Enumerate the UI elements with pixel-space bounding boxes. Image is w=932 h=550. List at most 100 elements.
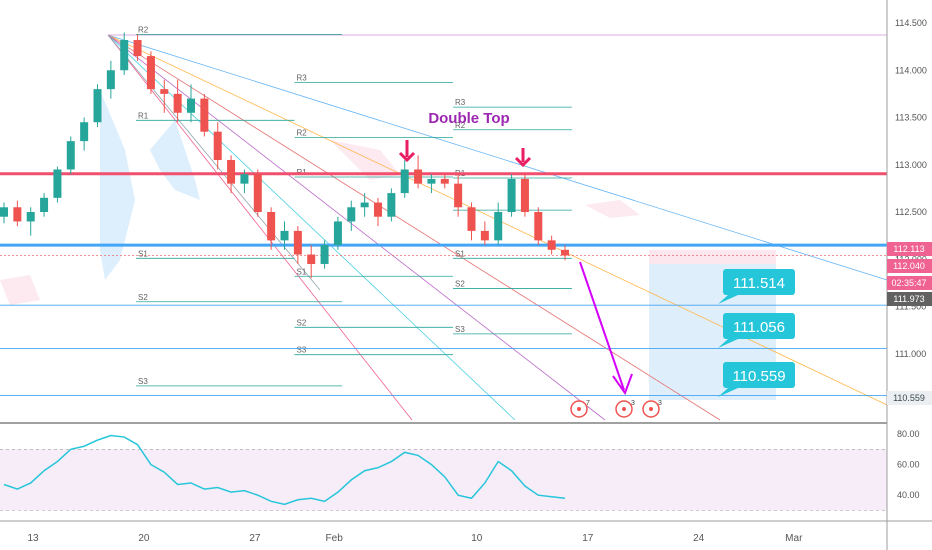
target-callout-value: 111.056 xyxy=(733,319,785,336)
candle-body xyxy=(133,40,142,57)
pivot-label: R1 xyxy=(138,111,149,120)
target-callout-value: 111.514 xyxy=(733,275,785,292)
pivot-label: R2 xyxy=(297,128,308,137)
candle-body xyxy=(13,207,22,222)
cloud-area-pink xyxy=(330,140,400,180)
price-tick-label: 113.500 xyxy=(895,113,927,123)
candle-body xyxy=(440,178,449,184)
candle-body xyxy=(400,169,409,194)
stop-zone xyxy=(649,250,776,264)
cloud-area-blue xyxy=(100,90,135,280)
price-tick-label: 113.000 xyxy=(895,160,927,170)
target-callout-value: 110.559 xyxy=(732,368,785,385)
rsi-tick-label: 40.00 xyxy=(897,490,920,500)
pivot-label: S2 xyxy=(455,280,465,289)
price-tick-label: 111.500 xyxy=(895,302,926,312)
event-count: 3 xyxy=(658,400,662,407)
candle-body xyxy=(187,98,195,113)
price-label-box xyxy=(887,391,932,405)
price-label-text: 110.559 xyxy=(893,393,925,403)
candle-body xyxy=(507,178,516,212)
time-tick-label: 10 xyxy=(471,533,483,544)
candle-body xyxy=(320,245,329,264)
event-count: 7 xyxy=(586,400,590,407)
time-tick-label: 24 xyxy=(693,533,705,544)
fan-line xyxy=(107,34,606,421)
candle-body xyxy=(387,193,396,217)
rsi-band xyxy=(0,449,887,511)
candle-body xyxy=(494,212,503,241)
rsi-tick-label: 60.00 xyxy=(897,460,920,470)
candle-body xyxy=(227,160,236,184)
candle-body xyxy=(547,240,556,250)
rsi-line xyxy=(3,434,566,506)
cloud-area-blue xyxy=(150,120,200,200)
candle-body xyxy=(213,131,222,161)
price-tick-label: 114.500 xyxy=(895,18,927,28)
candle-body xyxy=(146,56,155,90)
pivot-label: S3 xyxy=(297,346,307,355)
candle-body xyxy=(307,254,316,264)
pivot-label: R3 xyxy=(455,98,466,107)
candle-body xyxy=(40,197,49,212)
candle-body xyxy=(427,178,436,184)
candle-body xyxy=(240,174,249,184)
price-label-box xyxy=(887,292,932,306)
price-label-text: 112.113 xyxy=(893,244,924,254)
event-marker-dot xyxy=(577,407,581,411)
projection-arrow xyxy=(579,261,625,391)
event-count: 3 xyxy=(631,400,635,407)
fan-line xyxy=(107,34,721,421)
pivot-label: S1 xyxy=(455,249,465,258)
candle-body xyxy=(0,207,8,217)
time-tick-label: 27 xyxy=(249,533,261,544)
candle-body xyxy=(293,230,302,255)
price-label-text: 02:35:47 xyxy=(891,278,926,288)
pivot-label: S1 xyxy=(138,249,148,258)
time-tick-label: 17 xyxy=(582,533,594,544)
double-top-label: Double Top xyxy=(428,110,509,127)
rsi-pane xyxy=(0,434,887,511)
pivot-label: S1 xyxy=(297,267,307,276)
time-tick-label: 13 xyxy=(27,533,39,544)
price-label-box xyxy=(887,242,932,256)
pivot-label: S3 xyxy=(455,325,465,334)
candle-body xyxy=(520,178,529,212)
pivot-label: R2 xyxy=(455,121,466,130)
pivot-label: R3 xyxy=(297,74,308,83)
fan-line xyxy=(107,34,888,281)
target-callout xyxy=(723,269,795,295)
price-label-text: 111.973 xyxy=(893,294,924,304)
event-marker-dot xyxy=(622,407,626,411)
candle-body xyxy=(347,207,356,222)
candle-body xyxy=(267,212,276,241)
candle-body xyxy=(160,89,169,94)
candle-body xyxy=(561,249,569,256)
price-tick-label: 111.000 xyxy=(895,349,926,359)
target-callout xyxy=(723,313,795,339)
target-callout xyxy=(723,362,795,388)
peak-arrow-head xyxy=(398,151,416,163)
price-label-box xyxy=(887,259,932,273)
event-marker-dot xyxy=(649,407,653,411)
time-tick-label: 20 xyxy=(138,533,150,544)
price-label-box xyxy=(887,276,932,290)
candle-body xyxy=(53,169,62,198)
candle-body xyxy=(66,141,75,170)
target-callout-tail xyxy=(718,388,738,397)
pivot-label: S2 xyxy=(138,293,148,302)
candle-body xyxy=(480,230,489,241)
projection-arrow-head xyxy=(612,373,633,396)
pivot-label: R2 xyxy=(138,25,149,34)
cloud-area-pink xyxy=(0,275,40,305)
candle-body xyxy=(467,207,476,231)
candle-body xyxy=(374,202,382,217)
pivot-label: S3 xyxy=(138,377,148,386)
candle-body xyxy=(414,169,423,184)
candle-body xyxy=(200,98,209,132)
horizontal-levels xyxy=(0,172,887,396)
candle-body xyxy=(106,70,115,90)
candle-body xyxy=(120,40,129,71)
